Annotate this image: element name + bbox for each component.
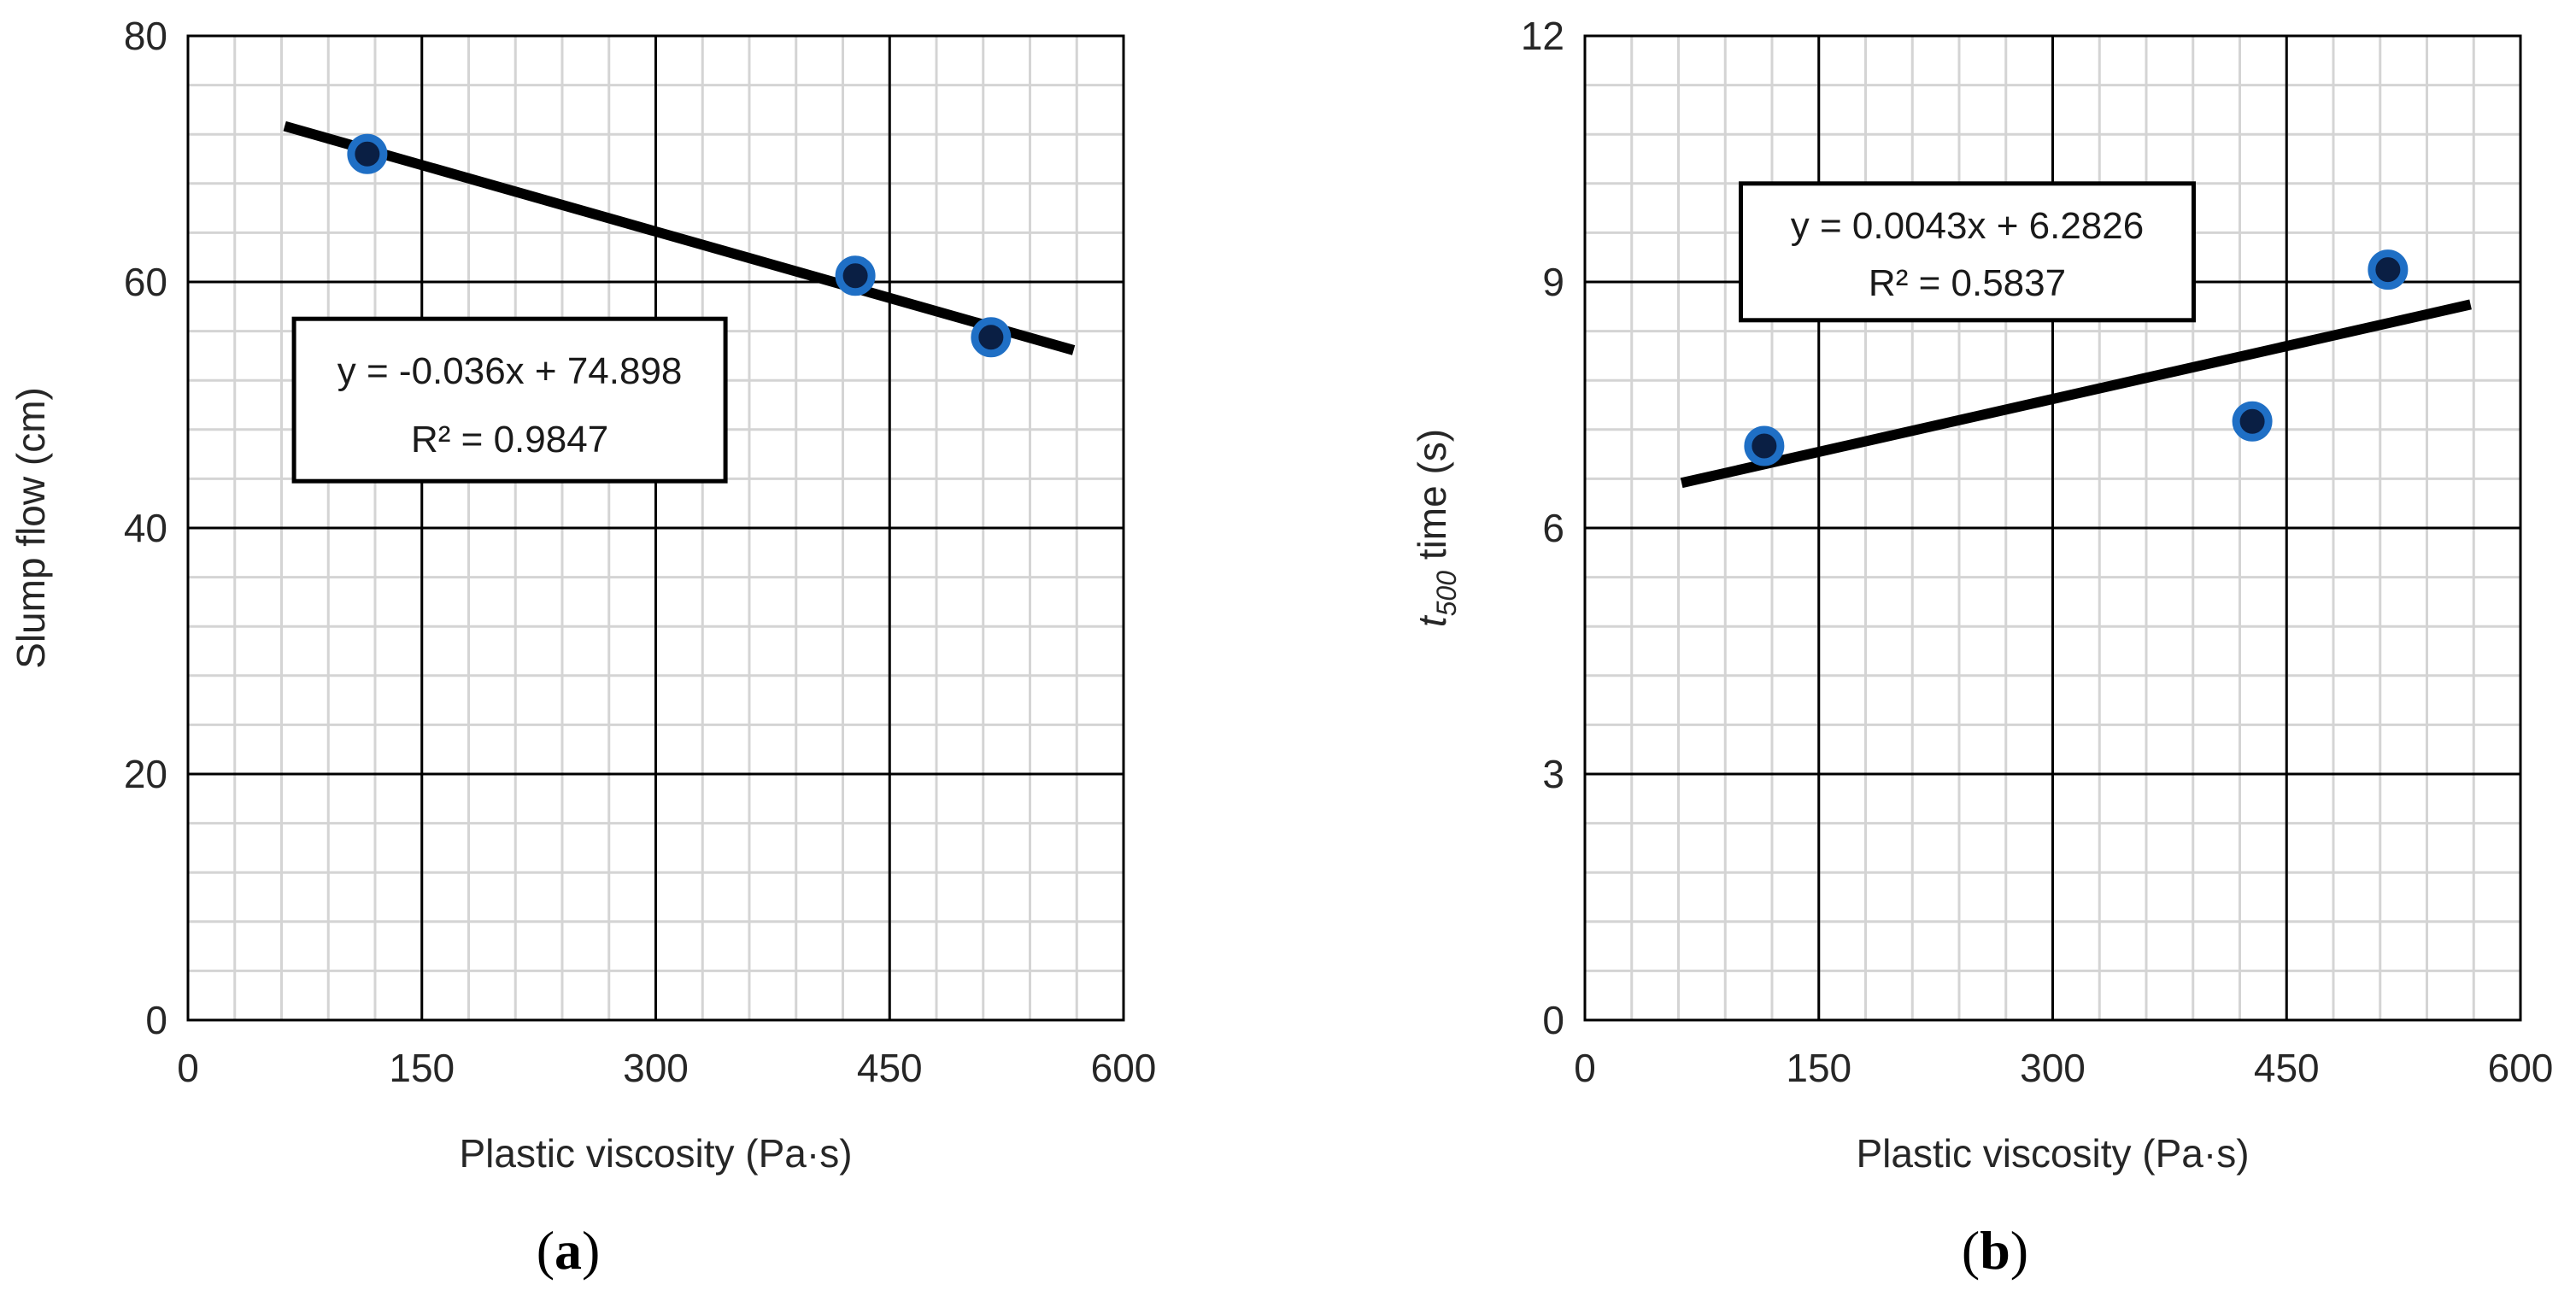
panel-label-letter: b <box>1980 1220 2010 1281</box>
data-point <box>2368 249 2409 290</box>
trendline-r-squared: R² = 0.9847 <box>411 419 608 460</box>
trendline-r-squared: R² = 0.5837 <box>1869 262 2066 304</box>
x-tick-label: 0 <box>177 1046 199 1090</box>
data-point <box>2232 401 2273 442</box>
plot-area-border <box>1583 34 2522 1022</box>
x-tick-label: 0 <box>1574 1046 1596 1090</box>
y-axis-title-rest: time (s) <box>1410 429 1454 571</box>
y-tick-label: 60 <box>124 260 167 304</box>
trendline-equation: y = -0.036x + 74.898 <box>337 350 683 392</box>
y-tick-label: 0 <box>1542 998 1564 1042</box>
data-point <box>347 133 388 174</box>
x-tick-label: 600 <box>1091 1046 1157 1090</box>
trendline <box>1680 299 2472 489</box>
chart-panel-b: 0 150 300 450 600 0 3 6 9 12 Plastic viscosity (Pa… <box>1410 14 2553 1281</box>
x-tick-label: 450 <box>2254 1046 2320 1090</box>
panel-label-close: ) <box>582 1220 600 1281</box>
plot-area-border <box>186 34 1125 1022</box>
y-tick-label: 40 <box>124 506 167 550</box>
panel-label: (b) <box>1962 1220 2028 1281</box>
x-tick-label: 600 <box>2488 1046 2554 1090</box>
equation-box <box>291 316 728 484</box>
y-tick-label: 80 <box>124 14 167 58</box>
trendline <box>283 120 1076 355</box>
y-tick-label: 12 <box>1521 14 1564 58</box>
x-tick-label: 150 <box>389 1046 455 1090</box>
y-tick-label: 9 <box>1542 260 1564 304</box>
y-tick-label: 0 <box>145 998 167 1042</box>
equation-box <box>1739 181 2196 323</box>
y-tick-label: 3 <box>1542 752 1564 796</box>
y-axis-title: Slump flow (cm) <box>9 387 53 669</box>
chart-panel-a: 0 150 300 450 600 0 20 40 60 80 Plastic viscosity … <box>9 14 1156 1281</box>
data-point <box>835 255 876 296</box>
panel-label-open: ( <box>537 1220 555 1281</box>
panel-label-open: ( <box>1962 1220 1980 1281</box>
y-tick-label: 20 <box>124 752 167 796</box>
panel-label-close: ) <box>2010 1220 2028 1281</box>
data-point <box>971 317 1012 358</box>
x-axis-title: Plastic viscosity (Pa·s) <box>459 1131 852 1176</box>
y-axis-title-subscript: 500 <box>1431 571 1462 617</box>
x-tick-label: 300 <box>623 1046 689 1090</box>
y-axis-title-symbol: t <box>1410 614 1454 627</box>
data-point <box>1744 425 1785 466</box>
x-tick-label: 300 <box>2020 1046 2086 1090</box>
x-axis-title: Plastic viscosity (Pa·s) <box>1856 1131 2249 1176</box>
y-axis-title: t500 time (s) <box>1410 429 1462 627</box>
panel-label: (a) <box>537 1220 601 1281</box>
panel-label-letter: a <box>555 1220 582 1281</box>
x-tick-label: 450 <box>857 1046 923 1090</box>
x-tick-label: 150 <box>1786 1046 1851 1090</box>
trendline-equation: y = 0.0043x + 6.2826 <box>1791 205 2144 247</box>
y-tick-label: 6 <box>1542 506 1564 550</box>
